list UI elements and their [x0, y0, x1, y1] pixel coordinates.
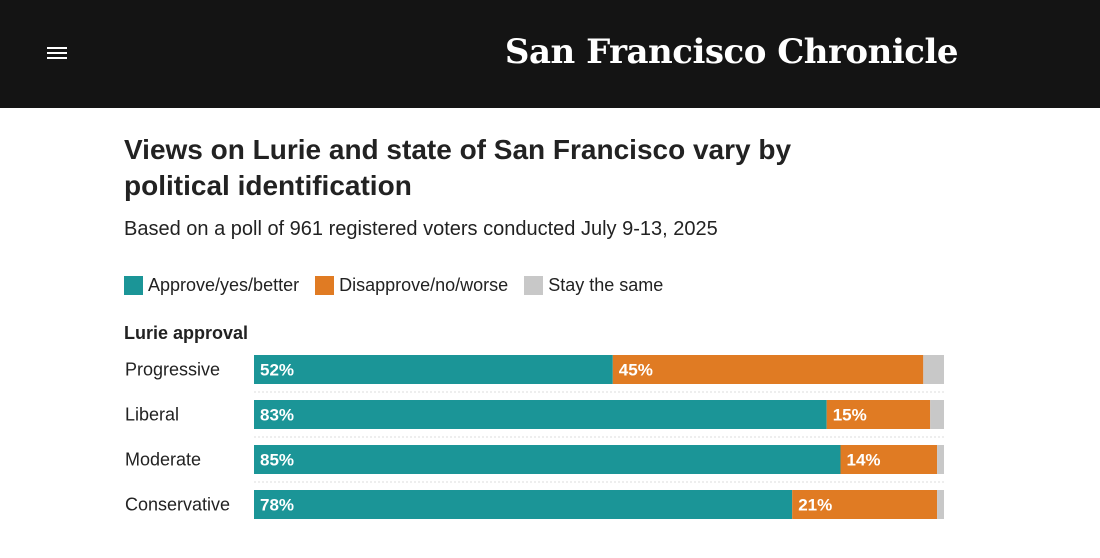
bar-liberal-disapprove [826, 400, 931, 429]
legend-item-disapprove: Disapprove/no/worse [315, 275, 508, 296]
chart-subtitle: Based on a poll of 961 registered voters… [124, 218, 718, 240]
bar-conservative-disapprove [792, 490, 938, 519]
legend-item-approve: Approve/yes/better [124, 275, 299, 296]
bar-label-moderate-disapprove: 14% [847, 451, 881, 470]
bar-label-moderate-approve: 85% [260, 451, 294, 470]
row-label-moderate: Moderate [125, 450, 201, 470]
row-label-progressive: Progressive [125, 360, 220, 380]
site-logo[interactable]: San Francisco Chronicle [504, 32, 959, 72]
bar-conservative-approve [254, 490, 793, 519]
bar-label-liberal-approve: 83% [260, 406, 294, 425]
chart-legend: Approve/yes/better Disapprove/no/worse S… [124, 275, 679, 296]
bar-moderate-approve [254, 445, 841, 474]
section-label: Lurie approval [124, 323, 249, 343]
bar-conservative-same [937, 490, 944, 519]
legend-label-approve: Approve/yes/better [148, 275, 300, 295]
bar-liberal-same [930, 400, 944, 429]
chart-title: Views on Lurie and state of San Francisc… [124, 134, 792, 201]
bar-moderate-same [937, 445, 944, 474]
bar-label-conservative-disapprove: 21% [798, 496, 832, 515]
bar-label-liberal-disapprove: 15% [833, 406, 867, 425]
bar-label-progressive-disapprove: 45% [619, 361, 653, 380]
legend-label-disapprove: Disapprove/no/worse [339, 275, 509, 295]
bar-progressive-approve [254, 355, 613, 384]
bar-label-conservative-approve: 78% [260, 496, 294, 515]
legend-label-same: Stay the same [548, 275, 664, 295]
row-label-liberal: Liberal [125, 405, 179, 425]
header-bar: San Francisco Chronicle [0, 0, 1100, 108]
legend-swatch-disapprove [315, 276, 335, 295]
legend-swatch-approve [124, 276, 143, 295]
bar-liberal-approve [254, 400, 827, 429]
legend-item-same: Stay the same [524, 275, 663, 296]
legend-swatch-same [524, 276, 544, 295]
bar-label-progressive-approve: 52% [260, 361, 294, 380]
bar-moderate-disapprove [840, 445, 938, 474]
hamburger-menu-icon[interactable] [47, 45, 67, 61]
bar-progressive-disapprove [612, 355, 924, 384]
bar-progressive-same [923, 355, 944, 384]
row-label-conservative: Conservative [125, 495, 230, 515]
